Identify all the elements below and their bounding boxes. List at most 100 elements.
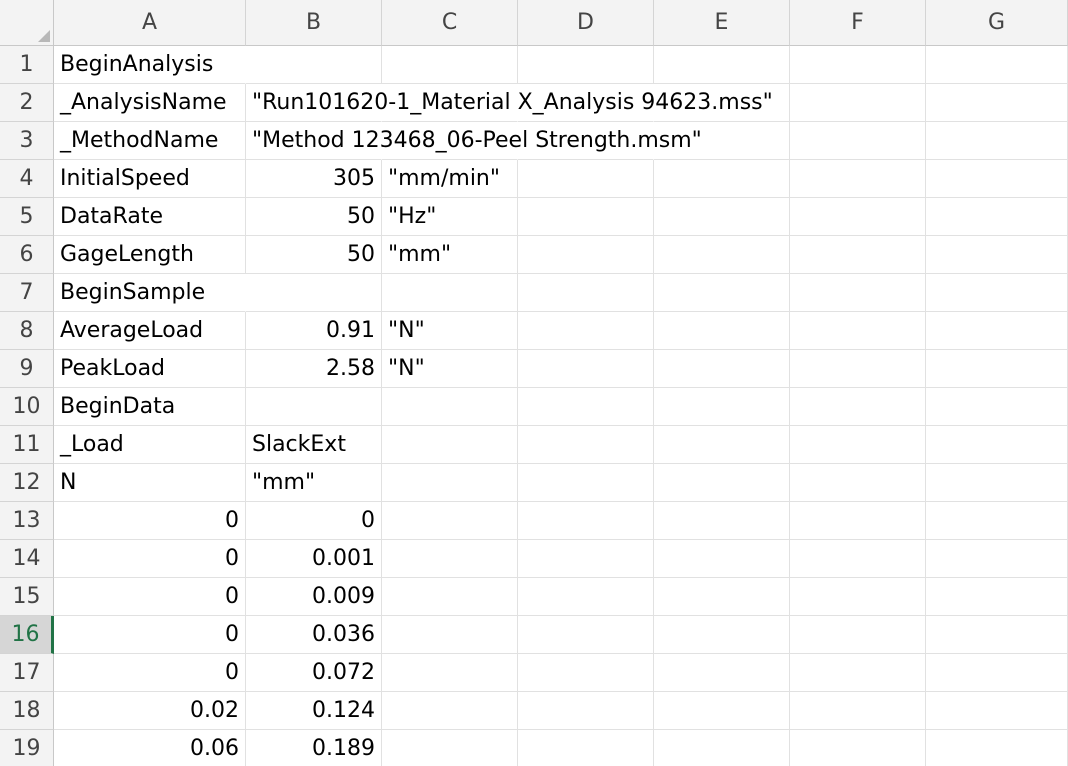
cell-f11[interactable] — [790, 426, 926, 464]
cell-e6[interactable] — [654, 236, 790, 274]
row-header-2[interactable]: 2 — [0, 84, 54, 122]
cell-d8[interactable] — [518, 312, 654, 350]
cell-b10[interactable] — [246, 388, 382, 426]
cell-c18[interactable] — [382, 692, 518, 730]
select-all-button[interactable] — [0, 0, 54, 46]
cell-a17[interactable]: 0 — [54, 654, 246, 692]
row-header-13[interactable]: 13 — [0, 502, 54, 540]
cell-d7[interactable] — [518, 274, 654, 312]
cell-c9[interactable]: "N" — [382, 350, 518, 388]
cell-a8[interactable]: AverageLoad — [54, 312, 246, 350]
row-header-5[interactable]: 5 — [0, 198, 54, 236]
cell-e1[interactable] — [654, 46, 790, 84]
cell-f6[interactable] — [790, 236, 926, 274]
cell-b9[interactable]: 2.58 — [246, 350, 382, 388]
cell-d18[interactable] — [518, 692, 654, 730]
cell-c12[interactable] — [382, 464, 518, 502]
row-header-8[interactable]: 8 — [0, 312, 54, 350]
cell-d6[interactable] — [518, 236, 654, 274]
cell-g12[interactable] — [926, 464, 1068, 502]
cell-d9[interactable] — [518, 350, 654, 388]
cell-f8[interactable] — [790, 312, 926, 350]
cell-b2[interactable]: "Run101620-1_Material X_Analysis 94623.m… — [246, 84, 773, 122]
cell-e16[interactable] — [654, 616, 790, 654]
cell-c1[interactable] — [382, 46, 518, 84]
column-header-d[interactable]: D — [518, 0, 654, 46]
cell-d3[interactable] — [518, 122, 654, 160]
cell-b5[interactable]: 50 — [246, 198, 382, 236]
cell-a7[interactable]: BeginSample — [54, 274, 246, 312]
cell-g9[interactable] — [926, 350, 1068, 388]
cell-f14[interactable] — [790, 540, 926, 578]
row-header-4[interactable]: 4 — [0, 160, 54, 198]
cell-f10[interactable] — [790, 388, 926, 426]
cell-e5[interactable] — [654, 198, 790, 236]
cell-g3[interactable] — [926, 122, 1068, 160]
cell-b3[interactable]: "Method 123468_06-Peel Strength.msm" — [246, 122, 702, 160]
cell-e14[interactable] — [654, 540, 790, 578]
cell-a16[interactable]: 0 — [54, 616, 246, 654]
cell-b12[interactable]: "mm" — [246, 464, 382, 502]
cell-e15[interactable] — [654, 578, 790, 616]
cell-d15[interactable] — [518, 578, 654, 616]
cell-e19[interactable] — [654, 730, 790, 766]
cell-d16[interactable] — [518, 616, 654, 654]
cell-g18[interactable] — [926, 692, 1068, 730]
cell-b7[interactable] — [246, 274, 382, 312]
cell-f4[interactable] — [790, 160, 926, 198]
cell-c14[interactable] — [382, 540, 518, 578]
cell-f2[interactable] — [790, 84, 926, 122]
cell-f16[interactable] — [790, 616, 926, 654]
cell-a12[interactable]: N — [54, 464, 246, 502]
cell-c6[interactable]: "mm" — [382, 236, 518, 274]
cell-c16[interactable] — [382, 616, 518, 654]
column-header-f[interactable]: F — [790, 0, 926, 46]
cell-f5[interactable] — [790, 198, 926, 236]
column-header-a[interactable]: A — [54, 0, 246, 46]
cell-a6[interactable]: GageLength — [54, 236, 246, 274]
cell-c10[interactable] — [382, 388, 518, 426]
cell-b8[interactable]: 0.91 — [246, 312, 382, 350]
cell-f18[interactable] — [790, 692, 926, 730]
cell-a11[interactable]: _Load — [54, 426, 246, 464]
cell-d12[interactable] — [518, 464, 654, 502]
cell-c2[interactable] — [382, 84, 518, 122]
row-header-19[interactable]: 19 — [0, 730, 54, 766]
cell-b16[interactable]: 0.036 — [246, 616, 382, 654]
cell-f19[interactable] — [790, 730, 926, 766]
cell-g5[interactable] — [926, 198, 1068, 236]
cell-b4[interactable]: 305 — [246, 160, 382, 198]
cell-d13[interactable] — [518, 502, 654, 540]
cell-g14[interactable] — [926, 540, 1068, 578]
cell-b1[interactable] — [246, 46, 382, 84]
cell-e4[interactable] — [654, 160, 790, 198]
cell-g1[interactable] — [926, 46, 1068, 84]
cell-c19[interactable] — [382, 730, 518, 766]
cell-g4[interactable] — [926, 160, 1068, 198]
row-header-18[interactable]: 18 — [0, 692, 54, 730]
cell-a18[interactable]: 0.02 — [54, 692, 246, 730]
row-header-12[interactable]: 12 — [0, 464, 54, 502]
cell-g10[interactable] — [926, 388, 1068, 426]
column-header-g[interactable]: G — [926, 0, 1068, 46]
cell-g16[interactable] — [926, 616, 1068, 654]
cell-a4[interactable]: InitialSpeed — [54, 160, 246, 198]
cell-c8[interactable]: "N" — [382, 312, 518, 350]
cell-b17[interactable]: 0.072 — [246, 654, 382, 692]
cell-e13[interactable] — [654, 502, 790, 540]
cell-b19[interactable]: 0.189 — [246, 730, 382, 766]
cell-a1[interactable]: BeginAnalysis — [54, 46, 246, 84]
row-header-6[interactable]: 6 — [0, 236, 54, 274]
row-header-10[interactable]: 10 — [0, 388, 54, 426]
cell-a13[interactable]: 0 — [54, 502, 246, 540]
cell-c11[interactable] — [382, 426, 518, 464]
cell-g13[interactable] — [926, 502, 1068, 540]
cell-g15[interactable] — [926, 578, 1068, 616]
cell-f1[interactable] — [790, 46, 926, 84]
column-header-e[interactable]: E — [654, 0, 790, 46]
cell-f17[interactable] — [790, 654, 926, 692]
row-header-17[interactable]: 17 — [0, 654, 54, 692]
cell-d17[interactable] — [518, 654, 654, 692]
cell-f13[interactable] — [790, 502, 926, 540]
row-header-9[interactable]: 9 — [0, 350, 54, 388]
